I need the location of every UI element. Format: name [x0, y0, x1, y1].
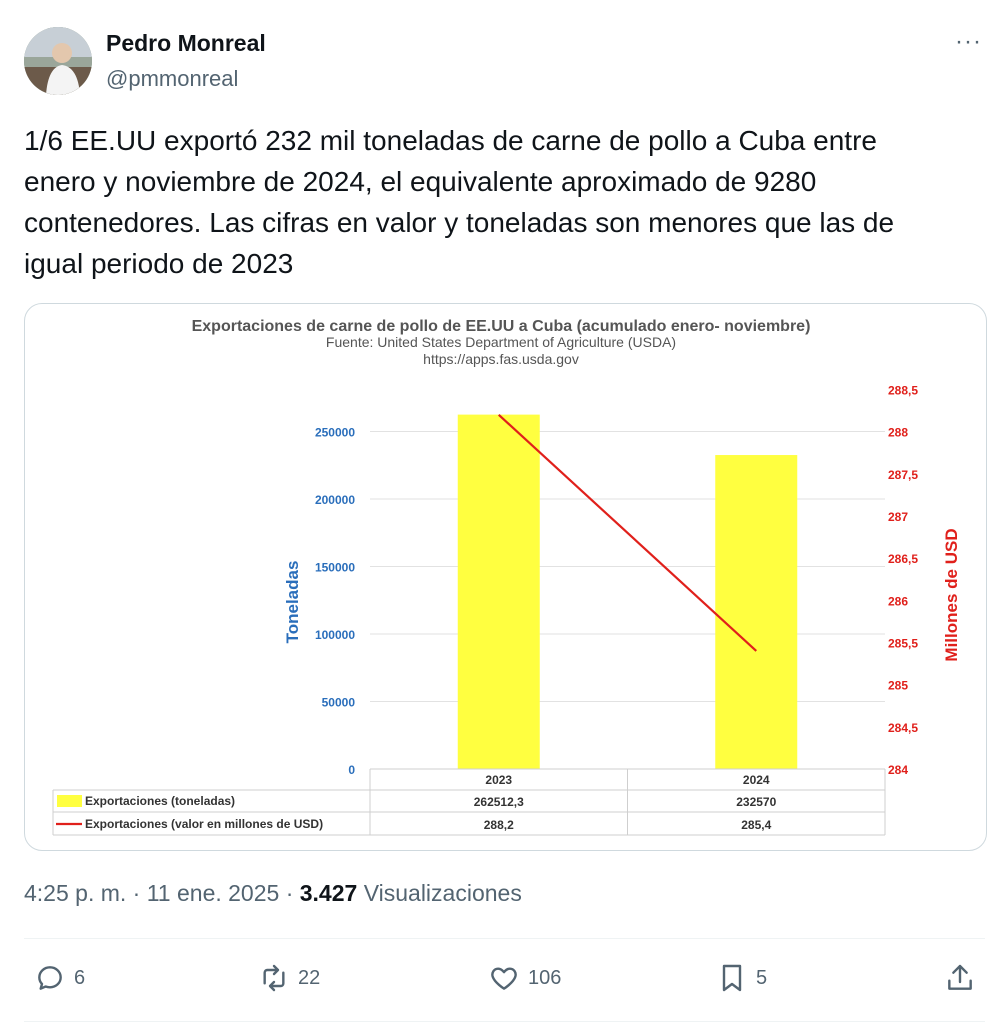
data-label: 288,2 [484, 818, 514, 832]
right-axis-tick-label: 285,5 [888, 637, 918, 651]
avatar-photo [24, 27, 92, 95]
tweet-line: contenedores. Las cifras en valor y tone… [24, 207, 895, 238]
bars [457, 414, 798, 769]
bookmark-count: 5 [756, 966, 768, 989]
heart-icon [491, 967, 517, 990]
chart-svg: Exportaciones de carne de pollo de EE.UU… [52, 318, 961, 836]
views-count: 3.427 [299, 880, 358, 906]
right-axis-tick-label: 287 [888, 510, 908, 524]
right-axis-tick-label: 286,5 [888, 552, 918, 566]
bookmark-icon [722, 964, 742, 992]
data-table: 2023 2024 Exportaciones (toneladas) 262512,… [52, 768, 886, 836]
tweet-line: enero y noviembre de 2024, el equivalent… [24, 166, 817, 197]
left-axis-tick-label: 150000 [315, 561, 355, 575]
reply-icon [38, 966, 62, 990]
right-axis-tick-label: 284,5 [888, 721, 918, 735]
left-axis-tick-label: 0 [348, 763, 355, 777]
author-handle[interactable]: @pmmonreal [106, 66, 239, 91]
right-axis-tick-label: 286 [888, 594, 908, 608]
left-axis-tick-label: 250000 [315, 426, 355, 440]
bookmark-button[interactable]: 5 [716, 962, 767, 994]
timestamp[interactable]: 4:25 p. m. · 11 ene. 2025 · [24, 880, 300, 906]
like-button[interactable]: 106 [488, 962, 561, 994]
right-axis-tick-label: 284 [888, 763, 908, 777]
tweet-line: 1/6 EE.UU exportó 232 mil toneladas de c… [24, 125, 877, 156]
chart-image[interactable]: Exportaciones de carne de pollo de EE.UU… [24, 303, 987, 851]
value-line-path [498, 413, 757, 652]
right-axis-tick-label: 285 [888, 679, 908, 693]
left-axis-label: Toneladas [283, 561, 302, 644]
like-count: 106 [528, 966, 562, 989]
bar [457, 414, 540, 769]
legend-label: Exportaciones (valor en millones de USD) [85, 817, 323, 831]
bar [715, 455, 798, 769]
left-axis-tick-label: 50000 [322, 696, 356, 710]
data-label: 262512,3 [474, 795, 524, 809]
reply-count: 6 [74, 966, 86, 989]
data-label: 285,4 [741, 818, 771, 832]
x-tick-label: 2023 [485, 773, 512, 787]
data-label: 232570 [736, 795, 776, 809]
reply-button[interactable]: 6 [34, 962, 85, 994]
author-name[interactable]: Pedro Monreal [106, 30, 266, 56]
right-axis-label: Millones de USD [942, 528, 961, 661]
value-line [498, 413, 757, 652]
repost-icon [263, 964, 285, 992]
tweet-text: 1/6 EE.UU exportó 232 mil toneladas de c… [24, 120, 954, 284]
chart-source-url: https://apps.fas.usda.gov [423, 351, 579, 367]
legend-swatch-bar [57, 795, 82, 807]
divider [24, 1021, 985, 1022]
legend-label: Exportaciones (toneladas) [85, 794, 235, 808]
views-label: Visualizaciones [357, 880, 522, 906]
divider [24, 938, 985, 939]
chart-subtitle: Fuente: United States Department of Agri… [326, 334, 676, 350]
more-options-button[interactable]: ··· [955, 28, 982, 55]
share-icon [948, 964, 972, 990]
left-axis-tick-label: 200000 [315, 493, 355, 507]
right-axis-tick-label: 288,5 [888, 384, 918, 398]
right-axis-tick-label: 287,5 [888, 468, 918, 482]
tweet-meta: 4:25 p. m. · 11 ene. 2025 · 3.427 Visual… [24, 880, 522, 907]
chart-title: Exportaciones de carne de pollo de EE.UU… [192, 318, 811, 335]
share-button[interactable] [944, 962, 976, 994]
left-axis-ticks: 0 50000 100000 150000 200000 250000 [315, 426, 355, 778]
right-axis-ticks: 284 284,5 285 285,5 286 286,5 287 287,5 288 288,5 [888, 384, 918, 778]
repost-button[interactable]: 22 [258, 962, 320, 994]
grid-lines [370, 431, 885, 770]
left-axis-tick-label: 100000 [315, 628, 355, 642]
right-axis-tick-label: 288 [888, 426, 908, 440]
avatar[interactable] [24, 27, 92, 95]
repost-count: 22 [298, 966, 321, 989]
tweet-line: igual periodo de 2023 [24, 248, 294, 279]
x-tick-label: 2024 [743, 773, 770, 787]
